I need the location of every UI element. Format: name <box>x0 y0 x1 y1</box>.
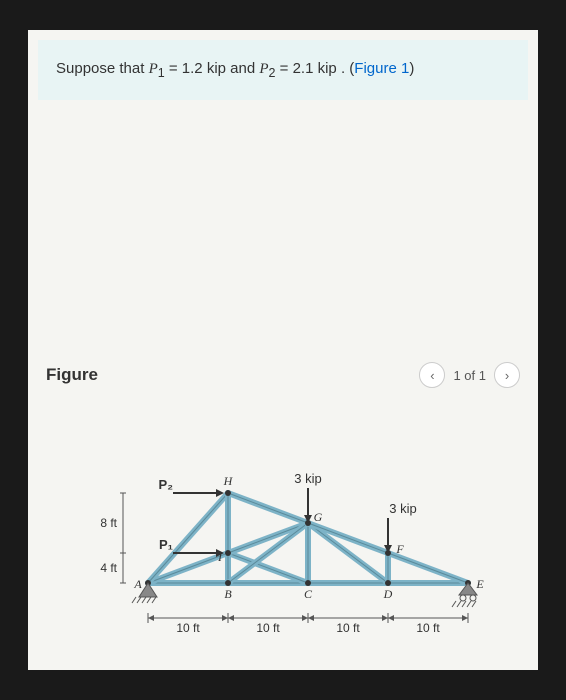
app-screen: Suppose that P1 = 1.2 kip and P2 = 2.1 k… <box>28 30 538 670</box>
svg-text:D: D <box>383 587 393 601</box>
figure-header: Figure ‹ 1 of 1 › <box>28 350 538 400</box>
svg-text:8 ft: 8 ft <box>100 516 117 530</box>
svg-text:10 ft: 10 ft <box>336 621 360 635</box>
svg-text:G: G <box>314 510 323 524</box>
prev-button[interactable]: ‹ <box>419 362 445 388</box>
svg-text:10 ft: 10 ft <box>416 621 440 635</box>
truss-diagram: ABCDEIGFH3 kip3 kipP₂P₁8 ft4 ft10 ft10 f… <box>28 408 538 668</box>
figure-link[interactable]: Figure 1 <box>354 60 409 77</box>
svg-text:B: B <box>224 587 232 601</box>
svg-text:A: A <box>133 577 142 591</box>
eq-p2: = 2.1 kip . ( <box>275 60 354 77</box>
svg-text:10 ft: 10 ft <box>176 621 200 635</box>
svg-text:P₂: P₂ <box>159 477 174 492</box>
svg-text:4 ft: 4 ft <box>100 561 117 575</box>
figure-title: Figure <box>46 365 98 385</box>
figure-nav: ‹ 1 of 1 › <box>419 362 520 388</box>
sub-p1: 1 <box>158 66 165 80</box>
svg-text:H: H <box>223 474 234 488</box>
next-button[interactable]: › <box>494 362 520 388</box>
problem-statement: Suppose that P1 = 1.2 kip and P2 = 2.1 k… <box>38 40 528 100</box>
var-p2: P <box>259 61 268 77</box>
text-suffix: ) <box>409 60 414 77</box>
nav-counter: 1 of 1 <box>453 368 486 383</box>
eq-p1: = 1.2 kip and <box>165 60 260 77</box>
svg-text:C: C <box>304 587 313 601</box>
svg-text:3 kip: 3 kip <box>294 471 321 486</box>
text-prefix: Suppose that <box>56 60 149 77</box>
svg-text:E: E <box>475 577 484 591</box>
var-p1: P <box>149 61 158 77</box>
svg-text:P₁: P₁ <box>159 537 173 552</box>
svg-text:F: F <box>395 542 404 556</box>
svg-text:10 ft: 10 ft <box>256 621 280 635</box>
svg-text:3 kip: 3 kip <box>389 501 416 516</box>
figure-canvas: ABCDEIGFH3 kip3 kipP₂P₁8 ft4 ft10 ft10 f… <box>28 408 538 668</box>
